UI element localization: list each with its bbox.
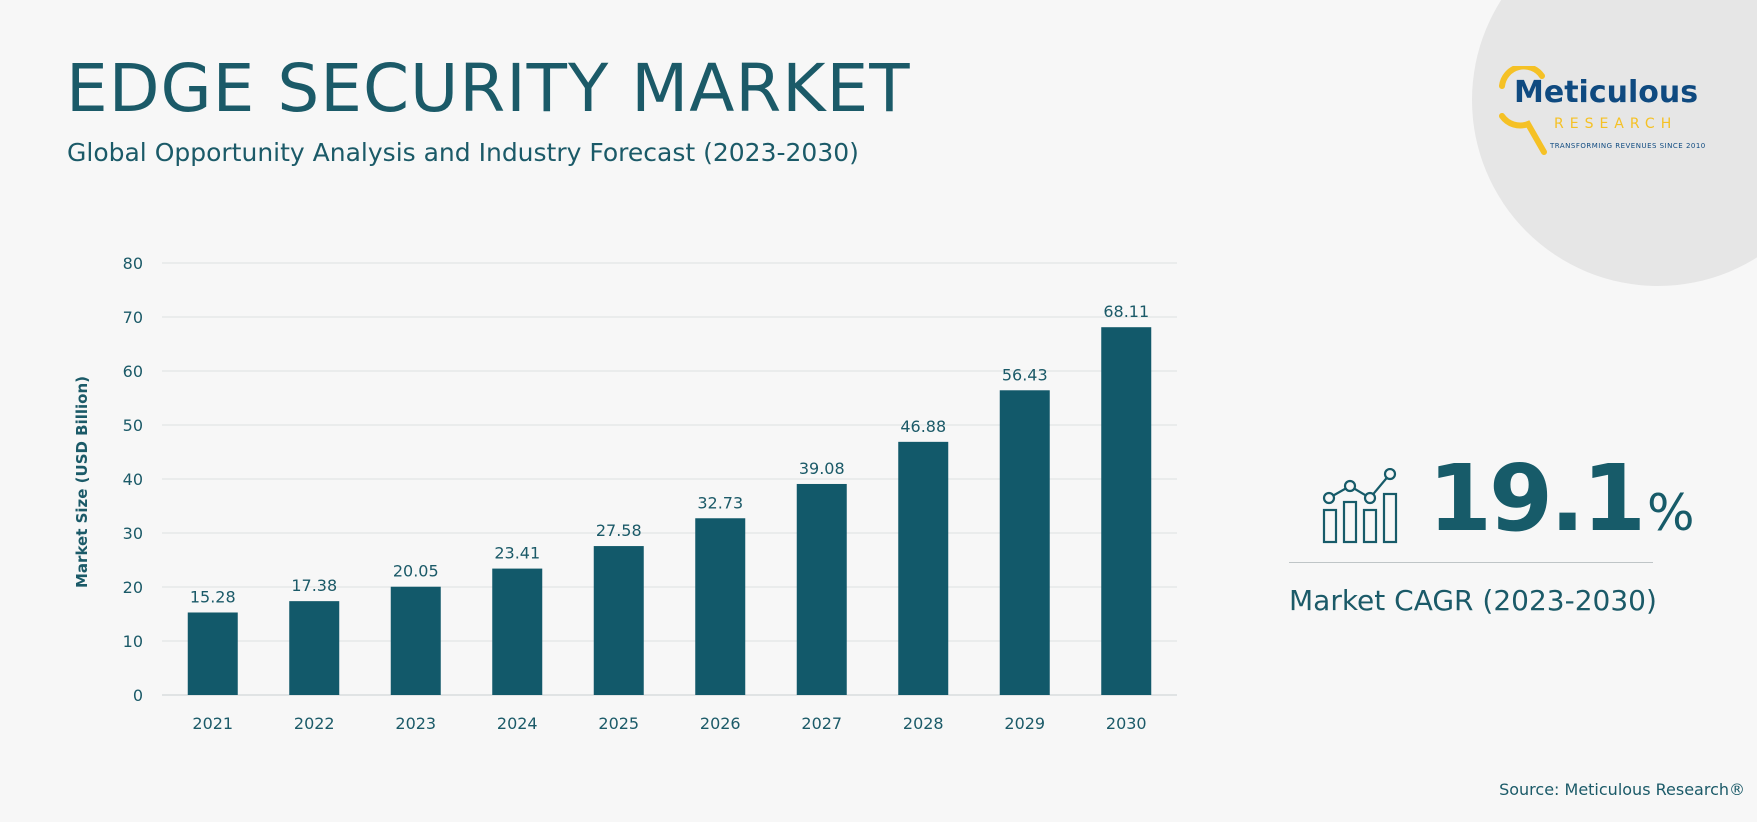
- bar: [593, 546, 644, 695]
- bar-value-label: 15.28: [190, 587, 236, 606]
- x-tick-label: 2022: [294, 714, 335, 733]
- bar: [898, 441, 949, 695]
- y-tick-label: 50: [123, 416, 143, 435]
- bar: [695, 518, 746, 695]
- x-tick-label: 2028: [903, 714, 944, 733]
- bar: [187, 612, 238, 695]
- logo-tagline: TRANSFORMING REVENUES SINCE 2010: [1549, 142, 1706, 150]
- y-tick-label: 30: [123, 524, 143, 543]
- bar-value-label: 17.38: [291, 576, 337, 595]
- bar: [796, 483, 847, 695]
- y-axis-title: Market Size (USD Billion): [73, 376, 91, 588]
- y-tick-label: 10: [123, 632, 143, 651]
- bar-value-label: 23.41: [494, 544, 540, 563]
- bar-value-label: 46.88: [900, 417, 946, 436]
- x-tick-label: 2027: [801, 714, 842, 733]
- bar-value-label: 20.05: [393, 562, 439, 581]
- y-tick-label: 20: [123, 578, 143, 597]
- bar: [1101, 327, 1152, 695]
- x-tick-label: 2023: [395, 714, 436, 733]
- cagr-value: 19.1%: [1428, 448, 1695, 549]
- meticulous-research-logo: Meticulous RESEARCH TRANSFORMING REVENUE…: [1499, 66, 1706, 155]
- page-subtitle: Global Opportunity Analysis and Industry…: [67, 138, 859, 167]
- bar-value-label: 27.58: [596, 521, 642, 540]
- bar: [999, 390, 1050, 695]
- cagr-unit: %: [1647, 484, 1695, 542]
- bar-value-label: 56.43: [1002, 365, 1048, 384]
- growth-chart-icon: [1322, 468, 1398, 544]
- bar-value-label: 68.11: [1103, 302, 1149, 321]
- x-tick-label: 2030: [1106, 714, 1147, 733]
- bar: [390, 586, 441, 695]
- cagr-label: Market CAGR (2023-2030): [1289, 584, 1657, 617]
- y-tick-label: 80: [123, 254, 143, 273]
- y-tick-label: 60: [123, 362, 143, 381]
- bar-value-label: 32.73: [697, 493, 743, 512]
- bar: [289, 601, 340, 695]
- source-note: Source: Meticulous Research®: [1499, 780, 1745, 799]
- x-tick-label: 2029: [1004, 714, 1045, 733]
- bar: [492, 568, 543, 695]
- y-tick-label: 0: [133, 686, 143, 705]
- logo-name: Meticulous: [1514, 75, 1698, 110]
- logo-sub: RESEARCH: [1554, 116, 1677, 132]
- x-tick-label: 2024: [497, 714, 538, 733]
- y-tick-label: 40: [123, 470, 143, 489]
- y-tick-label: 70: [123, 308, 143, 327]
- x-tick-label: 2026: [700, 714, 741, 733]
- page-title: EDGE SECURITY MARKET: [66, 50, 911, 127]
- cagr-number: 19.1: [1428, 445, 1646, 552]
- x-tick-label: 2021: [192, 714, 233, 733]
- divider: [1289, 562, 1653, 563]
- x-tick-label: 2025: [598, 714, 639, 733]
- bar-value-label: 39.08: [799, 459, 845, 478]
